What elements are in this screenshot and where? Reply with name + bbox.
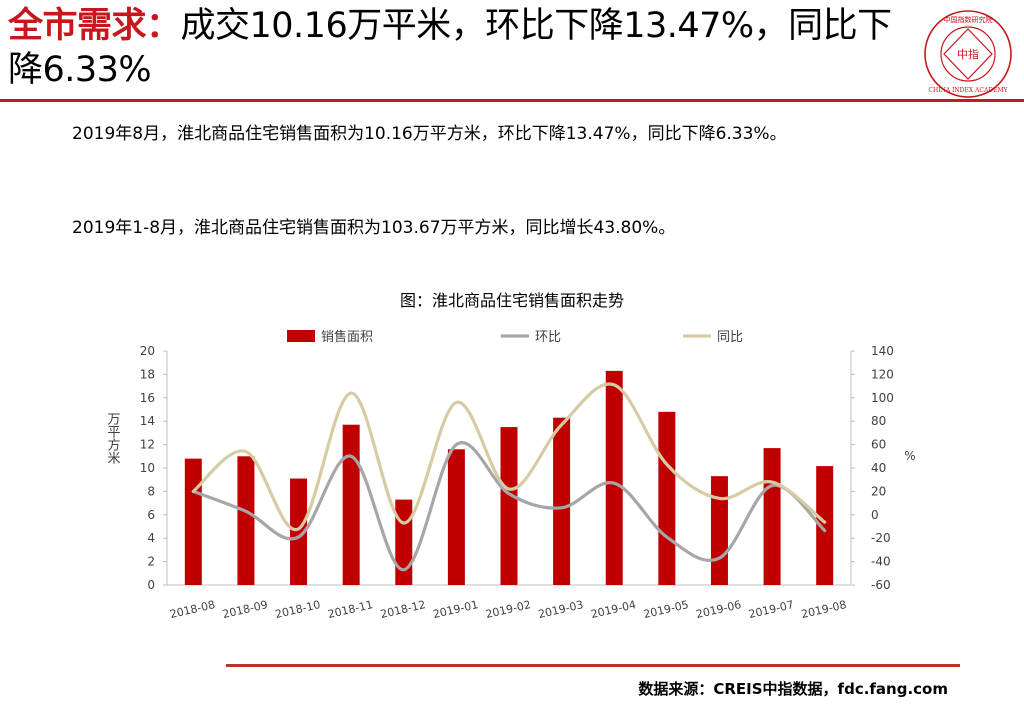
bar-2019-05 — [658, 411, 676, 585]
data-source: 数据来源：CREIS中指数据，fdc.fang.com — [638, 680, 948, 698]
bar-2019-03 — [553, 417, 571, 585]
bar-2019-08 — [816, 466, 834, 585]
x-tick-label: 2018-09 — [221, 598, 269, 621]
x-tick-label: 2018-12 — [379, 598, 427, 621]
bar-2019-04 — [605, 370, 623, 585]
x-tick-label: 2019-02 — [484, 598, 532, 621]
left-tick-label: 16 — [140, 391, 155, 405]
left-tick-label: 0 — [147, 578, 155, 592]
bar-2018-10 — [290, 478, 308, 585]
legend-label: 同比 — [717, 330, 743, 345]
china-index-academy-logo-icon: 中指 中国指数研究院 CHINA INDEX ACADEMY — [924, 10, 1012, 98]
bar-2019-06 — [710, 476, 728, 585]
bar-2018-09 — [237, 456, 255, 585]
x-tick-label: 2019-03 — [537, 598, 585, 621]
right-tick-label: 20 — [871, 484, 886, 498]
right-tick-label: 0 — [871, 508, 879, 522]
x-tick-label: 2019-07 — [747, 598, 795, 621]
bar-2019-02 — [500, 427, 518, 585]
right-tick-label: 60 — [871, 438, 886, 452]
right-tick-label: -40 — [871, 555, 891, 569]
left-tick-label: 6 — [147, 508, 155, 522]
title-divider — [0, 99, 1024, 102]
y-axis-label: 万平方米 — [105, 412, 121, 464]
legend-label: 销售面积 — [321, 329, 373, 345]
bar-2019-01 — [447, 449, 465, 585]
logo-center-text: 中指 — [957, 47, 979, 61]
title-rest: 成交10.16万平米，环比下降13.47%，同比下降6.33% — [8, 6, 892, 90]
right-tick-label: 100 — [871, 391, 894, 405]
y2-axis-label: % — [904, 449, 915, 463]
x-tick-label: 2019-01 — [432, 598, 480, 621]
x-tick-label: 2019-06 — [695, 598, 743, 621]
title-highlight: 全市需求： — [8, 6, 181, 46]
x-tick-label: 2018-10 — [274, 598, 322, 621]
footer-divider — [226, 664, 960, 667]
paragraph-2: 2019年1-8月，淮北商品住宅销售面积为103.67万平方米，同比增长43.8… — [72, 218, 676, 238]
x-tick-label: 2019-05 — [642, 598, 690, 621]
left-tick-label: 14 — [140, 414, 155, 428]
line-series-2 — [191, 382, 827, 532]
right-tick-label: -20 — [871, 531, 891, 545]
left-tick-label: 2 — [147, 555, 155, 569]
x-tick-label: 2019-04 — [590, 598, 638, 621]
left-tick-label: 18 — [140, 367, 155, 381]
chart-caption: 图：淮北商品住宅销售面积走势 — [399, 291, 624, 310]
logo-ring-text: CHINA INDEX ACADEMY — [928, 87, 1008, 94]
x-tick-label: 2018-08 — [169, 598, 217, 621]
left-tick-label: 4 — [147, 531, 155, 545]
right-tick-label: -60 — [871, 578, 891, 592]
bar-2018-12 — [395, 499, 413, 585]
left-tick-label: 12 — [140, 438, 155, 452]
right-tick-label: 140 — [871, 344, 894, 358]
logo-top-text: 中国指数研究院 — [944, 15, 993, 24]
right-tick-label: 40 — [871, 461, 886, 475]
page-title: 全市需求：成交10.16万平米，环比下降13.47%，同比下降6.33% — [8, 4, 918, 92]
x-tick-label: 2019-08 — [800, 598, 848, 621]
x-tick-label: 2018-11 — [327, 598, 375, 621]
bar-2018-11 — [342, 424, 360, 585]
right-tick-label: 80 — [871, 414, 886, 428]
legend-label: 环比 — [535, 330, 561, 345]
paragraph-1: 2019年8月，淮北商品住宅销售面积为10.16万平方米，环比下降13.47%，… — [72, 124, 787, 144]
bar-2018-08 — [184, 458, 202, 585]
legend-swatch-bar — [287, 330, 315, 342]
bar-2019-07 — [763, 448, 781, 585]
left-tick-label: 10 — [140, 461, 155, 475]
right-tick-label: 120 — [871, 367, 894, 381]
left-tick-label: 8 — [147, 484, 155, 498]
left-tick-label: 20 — [140, 344, 155, 358]
line-series-1 — [191, 441, 827, 572]
